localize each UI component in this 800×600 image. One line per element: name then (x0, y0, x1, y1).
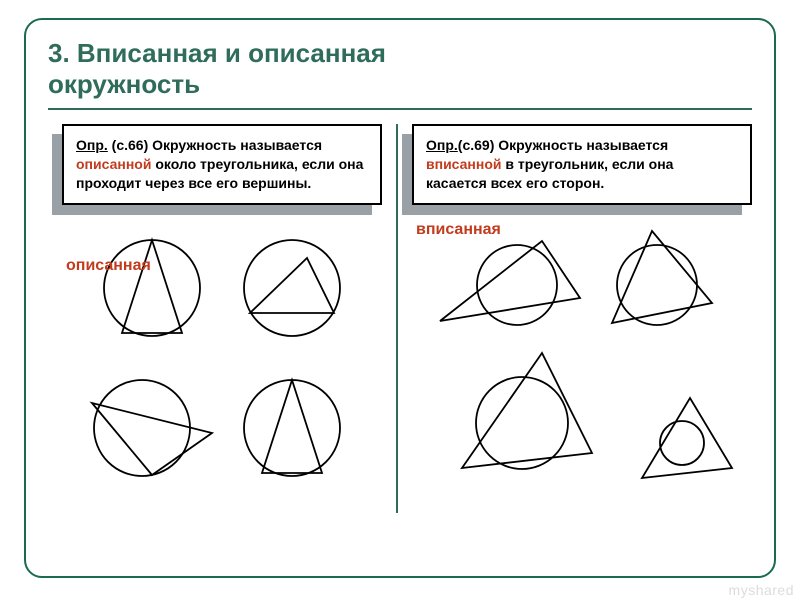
triangle (642, 398, 732, 478)
def-highlight: вписанной (426, 156, 501, 172)
title-line-1: 3. Вписанная и описанная (48, 38, 386, 68)
triangle (122, 240, 182, 333)
right-column: Опр.(с.69) Окружность называется вписанн… (398, 124, 766, 513)
def-before: Окружность называется (152, 137, 322, 153)
circle (660, 421, 704, 465)
circle (476, 377, 568, 469)
circle (104, 240, 200, 336)
triangle (462, 353, 592, 468)
left-column: Опр. (с.66) Окружность называется описан… (48, 124, 396, 513)
triangle (440, 241, 580, 321)
right-definition-box: Опр.(с.69) Окружность называется вписанн… (412, 124, 752, 205)
def-lead: Опр. (76, 137, 108, 153)
slide-frame: 3. Вписанная и описанная окружность Опр.… (24, 18, 776, 578)
title-line-2: окружность (48, 69, 200, 99)
triangle (250, 258, 334, 313)
def-ref: (с.69) (458, 137, 498, 153)
def-highlight: описанной (76, 156, 151, 172)
left-label: описанная (66, 257, 151, 275)
circle (244, 380, 340, 476)
watermark: myshared (729, 582, 794, 598)
def-lead: Опр. (426, 137, 458, 153)
left-diagrams: описанная (62, 213, 382, 513)
left-definition-box: Опр. (с.66) Окружность называется описан… (62, 124, 382, 205)
circle (244, 240, 340, 336)
def-before: Окружность называется (498, 137, 668, 153)
left-definition: Опр. (с.66) Окружность называется описан… (62, 124, 382, 205)
right-svg (412, 213, 752, 513)
def-ref: (с.66) (108, 137, 152, 153)
right-diagrams: вписанная (412, 213, 752, 513)
right-label: вписанная (416, 221, 501, 239)
two-columns: Опр. (с.66) Окружность называется описан… (48, 124, 752, 513)
slide-title: 3. Вписанная и описанная окружность (48, 38, 752, 100)
title-underline (48, 108, 752, 110)
right-definition: Опр.(с.69) Окружность называется вписанн… (412, 124, 752, 205)
triangle (262, 380, 322, 473)
